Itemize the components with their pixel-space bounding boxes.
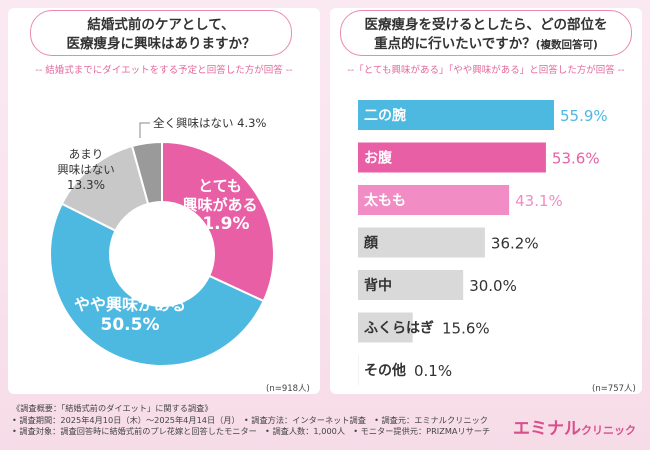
bar-face <box>358 227 485 258</box>
bar-label-upper-arm: 二の腕 <box>364 107 406 124</box>
bar-value-upper-arm: 55.9% <box>560 107 608 125</box>
bar-calf <box>358 312 413 343</box>
logo-sub: クリニック <box>581 424 636 437</box>
slice-very-interested <box>161 140 275 303</box>
right-question-line2-main: 重点的に行いたいですか？ <box>374 36 536 52</box>
left-question-box: 結婚式前のケアとして、 医療痩身に興味はありますか？ <box>30 10 292 56</box>
bar-label-back: 背中 <box>364 277 392 294</box>
label-not-very-interested-line-2: 13.3% <box>67 178 105 192</box>
footer-line-1: 《調査概要：「結婚式前のダイエット」に関する調査》 <box>12 403 213 413</box>
bar-value-other: 0.1% <box>414 362 452 380</box>
label-somewhat-interested-line-1: 50.5% <box>101 315 160 335</box>
label-not-interested: 全く興味はない 4.3% <box>153 116 266 130</box>
slice-not-interested <box>130 140 163 206</box>
bar-label-other: その他 <box>364 362 406 379</box>
right-question-multi: (複数回答可) <box>535 39 598 51</box>
label-very-interested-line-0: とても <box>198 177 242 195</box>
bar-value-belly: 53.6% <box>552 150 600 168</box>
right-n-label: (n=757人) <box>592 384 636 394</box>
bar-belly <box>358 142 546 173</box>
bar-value-face: 36.2% <box>491 235 539 253</box>
clinic-logo: エミナルクリニック <box>513 414 636 439</box>
right-question-box: 医療痩身を受けるとしたら、どの部位を 重点的に行いたいですか？(複数回答可) <box>340 10 632 56</box>
right-question-line1: 医療痩身を受けるとしたら、どの部位を <box>364 17 608 33</box>
bar-label-face: 顔 <box>363 235 379 252</box>
footer-line-3: • 調査対象：調査回答時に結婚式前のプレ花嫁と回答したモニター • 調査人数：1… <box>12 426 491 436</box>
bar-back <box>358 270 464 300</box>
bar-upper-arm <box>358 100 554 130</box>
slice-somewhat-interested <box>48 202 265 367</box>
bar-value-thigh: 43.1% <box>515 192 563 210</box>
label-very-interested-line-2: 31.9% <box>191 214 250 234</box>
survey-footer: 《調査概要：「結婚式前のダイエット」に関する調査》 • 調査期間：2025年4月… <box>12 403 490 438</box>
left-question-line2: 医療痩身に興味はありますか？ <box>66 36 256 52</box>
label-not-very-interested-line-1: 興味はない <box>57 163 115 177</box>
left-note: -- 結婚式までにダイエットをする予定と回答した方が回答 -- <box>35 65 293 76</box>
bar-value-back: 30.0% <box>469 277 517 295</box>
footer-line-2: • 調査期間：2025年4月10日（木）～2025年4月14日（月） • 調査方… <box>12 414 488 425</box>
bar-thigh <box>358 185 510 215</box>
bar-label-calf: ふくらはぎ <box>364 320 434 337</box>
left-question-line1: 結婚式前のケアとして、 <box>87 17 235 33</box>
label-somewhat-interested-line-0: やや興味がある <box>74 295 186 314</box>
leader-line-not-interested <box>139 122 150 138</box>
bar-label-thigh: 太もも <box>364 192 406 209</box>
bar-label-belly: お腹 <box>364 150 393 167</box>
right-note: --「とても興味がある」「やや興味がある」と回答した方が回答 -- <box>347 65 625 76</box>
left-n-label: (n=918人) <box>266 384 310 394</box>
label-not-very-interested-line-0: あまり <box>69 147 104 161</box>
bar-value-calf: 15.6% <box>442 320 490 338</box>
label-very-interested-line-1: 興味がある <box>182 196 257 214</box>
right-question-line2: 重点的に行いたいですか？(複数回答可) <box>341 35 631 55</box>
logo-main: エミナル <box>513 419 581 439</box>
